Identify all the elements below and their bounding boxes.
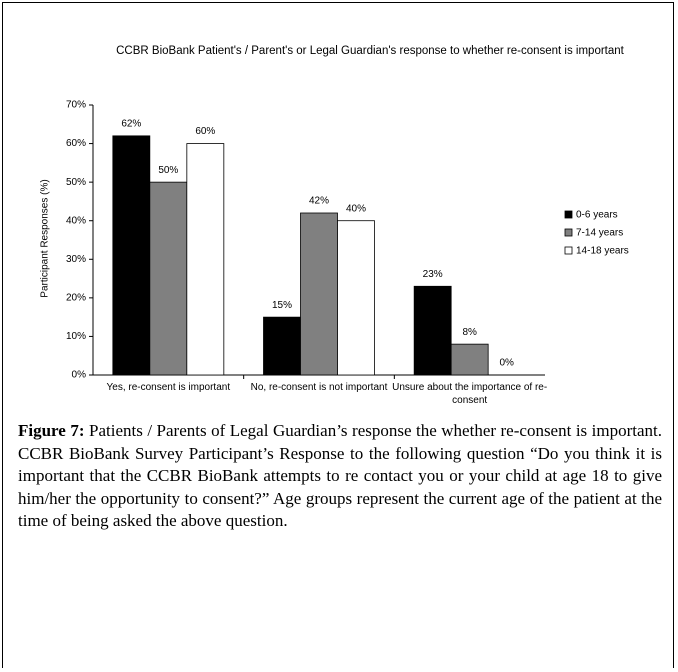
legend-label: 7-14 years: [576, 228, 623, 239]
x-tick-label: Yes, re-consent is important: [106, 382, 231, 393]
y-tick-label: 20%: [66, 292, 86, 303]
legend-swatch: [564, 210, 573, 219]
bar: [300, 212, 338, 376]
y-tick-label: 30%: [66, 254, 86, 265]
bar: [186, 143, 225, 376]
y-tick-label: 70%: [66, 100, 86, 111]
y-tick-label: 60%: [66, 138, 86, 149]
value-label: 42%: [309, 196, 329, 207]
y-tick-label: 50%: [66, 177, 86, 188]
value-label: 15%: [272, 300, 292, 311]
value-label: 50%: [158, 165, 178, 176]
legend-swatch: [564, 246, 573, 255]
legend-label: 14-18 years: [576, 246, 629, 257]
bar: [112, 135, 151, 376]
x-tick-label: No, re-consent is not important: [250, 382, 388, 393]
bar: [450, 343, 489, 376]
value-label: 8%: [462, 327, 477, 338]
legend-swatch: [564, 228, 573, 237]
y-tick-label: 0%: [72, 370, 87, 381]
x-tick-label: Unsure about the importance of re-consen…: [392, 382, 548, 406]
y-tick-label: 10%: [66, 331, 86, 342]
bar: [149, 181, 188, 376]
value-label: 62%: [121, 118, 141, 129]
caption: Figure 7: Patients / Parents of Legal Gu…: [18, 420, 662, 533]
legend-label: 0-6 years: [576, 210, 618, 221]
y-tick-label: 40%: [66, 215, 86, 226]
bar: [337, 220, 375, 376]
caption-text: Patients / Parents of Legal Guardian’s r…: [18, 421, 663, 530]
y-axis-label: Participant Responses (%): [39, 179, 51, 298]
bar: [263, 316, 301, 376]
chart-title: CCBR BioBank Patient's / Parent's or Leg…: [116, 45, 624, 57]
value-label: 23%: [423, 269, 443, 280]
caption-label: Figure 7:: [18, 421, 85, 440]
value-label: 40%: [346, 203, 366, 214]
value-label: 0%: [499, 358, 514, 369]
value-label: 60%: [195, 126, 215, 137]
bar: [413, 285, 452, 376]
